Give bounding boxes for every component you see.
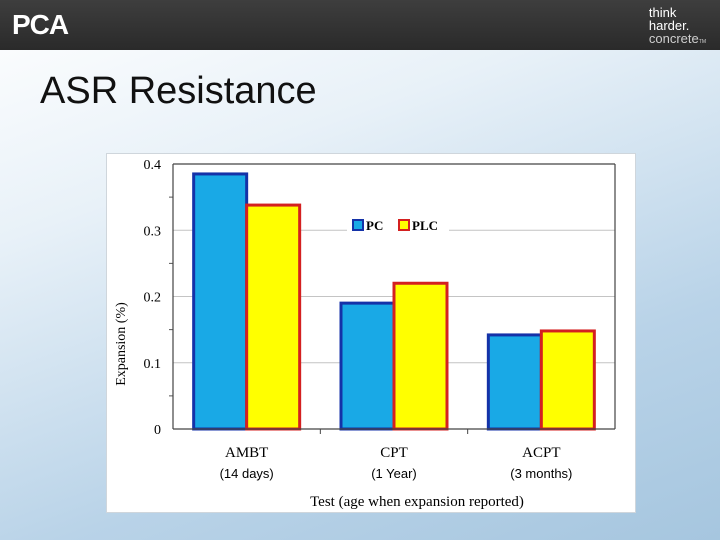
bar-plc-acpt [539,329,596,431]
bar-plc-ambt [245,203,302,431]
y-tick-label-4: 0.4 [144,158,162,173]
pca-logo: PCA [12,9,69,40]
trademark-mark: TM [698,39,706,45]
y-tick-label-3: 0.3 [144,224,162,239]
tagline-line-3: concreteTM [649,32,706,49]
x-category-label-1: CPT [380,445,408,461]
legend-swatch-pc [352,219,364,231]
tagline-line-1: think [648,5,677,20]
bar-plc-cpt [392,281,449,431]
x-category-note-1: (1 Year) [371,466,417,481]
legend-swatch-plc [398,219,410,231]
bar-pc-cpt [339,301,396,431]
y-tick-label-1: 0.1 [144,357,162,372]
x-category-label-0: AMBT [225,445,268,461]
header-bar: PCA think harder. concreteTM [0,0,720,50]
slide-title: ASR Resistance [40,70,317,112]
bars [192,172,596,431]
x-category-label-2: ACPT [522,445,560,461]
y-tick-label-0: 0 [154,423,161,438]
bar-chart: 0 0.1 0.2 0.3 0.4 AMBT (14 days) CPT (1 Year) AC… [114,158,616,510]
tagline-line-2: harder. [648,18,690,33]
x-category-note-2: (3 months) [510,466,572,481]
legend-label-pc: PC [366,218,383,233]
tagline: think harder. concreteTM [649,6,706,49]
x-axis-label: Test (age when expansion reported) [310,494,524,510]
y-tick-label-2: 0.2 [144,291,162,306]
legend-label-plc: PLC [412,218,438,233]
axes [172,163,616,434]
legend: PC PLC [347,214,449,236]
bar-pc-acpt [486,333,543,431]
bar-pc-ambt [192,172,249,431]
y-axis-label: Expansion (%) [114,302,129,386]
x-category-labels: AMBT (14 days) CPT (1 Year) ACPT (3 months) [220,445,573,481]
x-category-note-0: (14 days) [220,466,274,481]
chart-panel: 0 0.1 0.2 0.3 0.4 AMBT (14 days) CPT (1 Year) AC… [106,153,636,513]
tagline-line-3-text: concrete [648,31,699,46]
y-tick-labels: 0 0.1 0.2 0.3 0.4 [144,158,162,438]
